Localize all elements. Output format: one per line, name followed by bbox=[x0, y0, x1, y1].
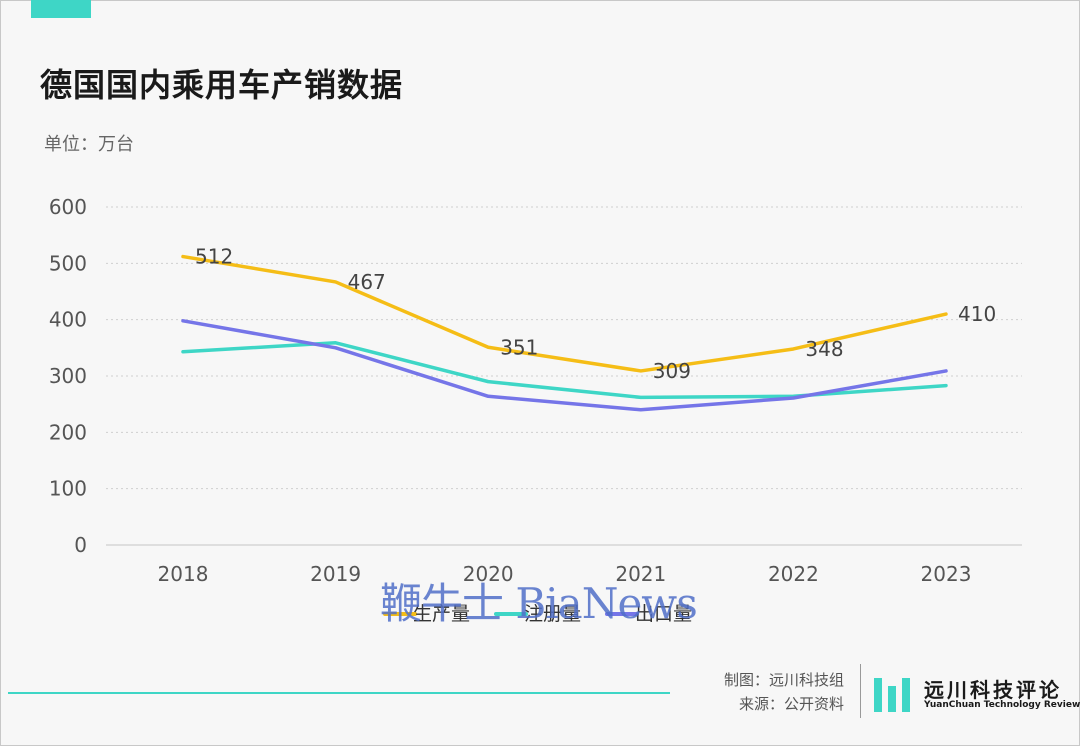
series-line-出口量 bbox=[181, 319, 948, 412]
credit-source: 来源：公开资料 bbox=[738, 695, 844, 713]
data-label: 351 bbox=[500, 335, 538, 359]
credits-divider bbox=[860, 664, 861, 718]
y-tick-label: 200 bbox=[49, 420, 87, 444]
logo-name: 远川科技评论 bbox=[924, 678, 1062, 702]
data-label: 309 bbox=[653, 359, 691, 383]
data-label: 410 bbox=[958, 302, 996, 326]
data-label: 348 bbox=[805, 337, 843, 361]
legend-label: 出口量 bbox=[635, 603, 692, 625]
y-tick-label: 600 bbox=[49, 195, 87, 219]
chart-title: 德国国内乘用车产销数据 bbox=[40, 66, 404, 104]
brand-logo: 远川科技评论 YuanChuan Technology Review bbox=[874, 672, 1080, 716]
watermark: 鞭牛士 BiaNews bbox=[380, 579, 698, 628]
unit-label: 单位：万台 bbox=[44, 134, 134, 155]
x-tick-label: 2023 bbox=[921, 562, 972, 586]
x-tick-label: 2021 bbox=[615, 562, 666, 586]
credit-author: 制图：远川科技组 bbox=[723, 671, 844, 689]
data-label: 467 bbox=[348, 270, 386, 294]
x-tick-label: 2022 bbox=[768, 562, 819, 586]
credits: 制图：远川科技组 来源：公开资料 bbox=[724, 668, 844, 716]
x-tick-label: 2020 bbox=[463, 562, 514, 586]
series-line-生产量 bbox=[181, 254, 948, 373]
accent-tab bbox=[31, 0, 91, 18]
y-tick-label: 400 bbox=[49, 308, 87, 332]
y-tick-label: 300 bbox=[49, 364, 87, 388]
y-tick-label: 100 bbox=[49, 477, 87, 501]
logo-subtitle: YuanChuan Technology Review bbox=[924, 700, 1080, 710]
data-label: 512 bbox=[195, 245, 233, 269]
x-tick-label: 2019 bbox=[310, 562, 361, 586]
y-tick-label: 500 bbox=[49, 251, 87, 275]
legend-label: 注册量 bbox=[524, 603, 581, 625]
legend-label: 生产量 bbox=[413, 603, 470, 625]
x-tick-label: 2018 bbox=[158, 562, 209, 586]
logo-bars-icon bbox=[874, 678, 914, 712]
bottom-accent-line bbox=[8, 692, 670, 694]
y-tick-label: 0 bbox=[74, 533, 87, 557]
